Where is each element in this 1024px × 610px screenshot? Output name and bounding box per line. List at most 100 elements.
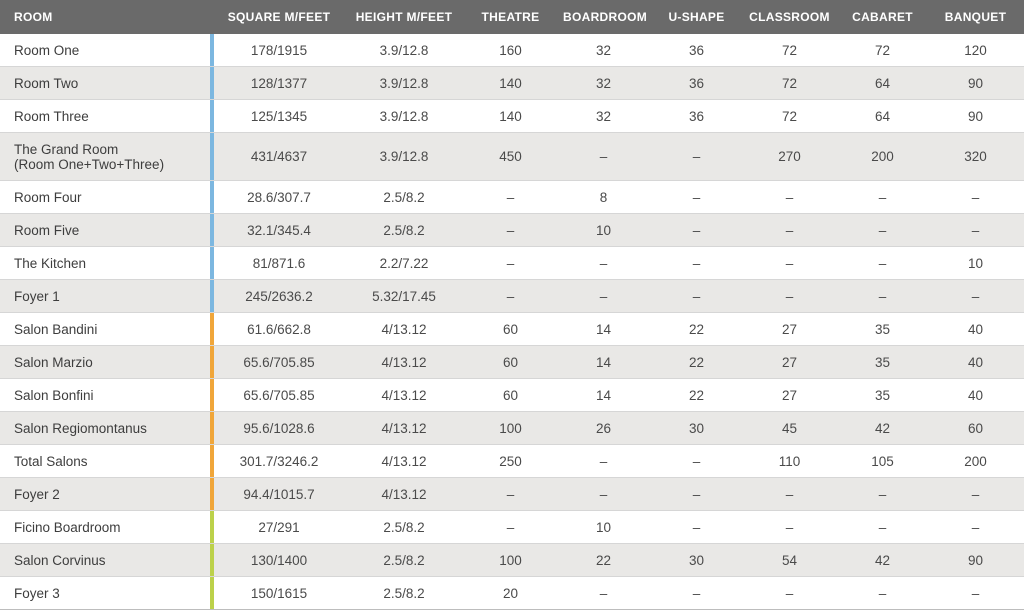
cell-ushape: 22 <box>650 346 743 379</box>
cell-room: Salon Regiomontanus <box>0 412 210 445</box>
cell-ushape: 22 <box>650 313 743 346</box>
table-row: Salon Regiomontanus95.6/1028.64/13.12100… <box>0 412 1024 445</box>
cell-ushape: – <box>650 181 743 214</box>
table-row: Ficino Boardroom27/2912.5/8.2–10––––– <box>0 511 1024 544</box>
cell-classroom: 54 <box>743 544 836 577</box>
cell-banquet: 120 <box>929 34 1022 67</box>
cell-cabaret: – <box>836 214 929 247</box>
table-row: Foyer 3150/16152.5/8.220–––––100 <box>0 577 1024 610</box>
cell-banquet: – <box>929 181 1022 214</box>
cell-boardroom: 32 <box>557 34 650 67</box>
cell-classroom: 27 <box>743 379 836 412</box>
cell-theatre: 140 <box>464 100 557 133</box>
cell-ushape: 30 <box>650 412 743 445</box>
cell-theatre: – <box>464 247 557 280</box>
cell-classroom: 72 <box>743 34 836 67</box>
cell-classroom: 72 <box>743 100 836 133</box>
cell-boardroom: – <box>557 247 650 280</box>
cell-classroom: – <box>743 280 836 313</box>
cell-height: 4/13.12 <box>344 478 464 511</box>
table-row: Salon Corvinus130/14002.5/8.210022305442… <box>0 544 1024 577</box>
cell-cabaret: 42 <box>836 412 929 445</box>
cell-banquet: 200 <box>929 445 1022 478</box>
cell-theatre: 160 <box>464 34 557 67</box>
cell-room: The Kitchen <box>0 247 210 280</box>
cell-cabaret: 35 <box>836 379 929 412</box>
cell-ushape: 22 <box>650 379 743 412</box>
cell-cabaret: – <box>836 478 929 511</box>
cell-room: Salon Bandini <box>0 313 210 346</box>
cell-height: 4/13.12 <box>344 379 464 412</box>
table-body: Room One178/19153.9/12.81603236727212017… <box>0 34 1024 610</box>
cell-banquet: – <box>929 511 1022 544</box>
cell-classroom: – <box>743 577 836 610</box>
cell-room: Room Five <box>0 214 210 247</box>
table-row: Room Four28.6/307.72.5/8.2–8––––– <box>0 181 1024 214</box>
cell-theatre: 20 <box>464 577 557 610</box>
cell-boardroom: – <box>557 577 650 610</box>
cell-ushape: – <box>650 280 743 313</box>
cell-classroom: 27 <box>743 313 836 346</box>
cell-height: 2.5/8.2 <box>344 181 464 214</box>
cell-cabaret: – <box>836 247 929 280</box>
cell-theatre: 60 <box>464 346 557 379</box>
cell-height: 5.32/17.45 <box>344 280 464 313</box>
cell-square: 61.6/662.8 <box>214 313 344 346</box>
table-row: Total Salons301.7/3246.24/13.12250––1101… <box>0 445 1024 478</box>
cell-banquet: 90 <box>929 544 1022 577</box>
cell-height: 4/13.12 <box>344 445 464 478</box>
cell-boardroom: 32 <box>557 67 650 100</box>
cell-banquet: 40 <box>929 313 1022 346</box>
cell-ushape: – <box>650 445 743 478</box>
cell-banquet: – <box>929 478 1022 511</box>
table-row: Salon Marzio65.6/705.854/13.126014222735… <box>0 346 1024 379</box>
cell-square: 245/2636.2 <box>214 280 344 313</box>
col-banquet: BANQUET <box>929 0 1022 34</box>
cell-cabaret: 42 <box>836 544 929 577</box>
table-row: Salon Bandini61.6/662.84/13.126014222735… <box>0 313 1024 346</box>
cell-banquet: – <box>929 577 1022 610</box>
table-row: Room Two128/13773.9/12.81403236726490150 <box>0 67 1024 100</box>
cell-room: Salon Bonfini <box>0 379 210 412</box>
cell-banquet: – <box>929 280 1022 313</box>
cell-cabaret: 35 <box>836 313 929 346</box>
cell-ushape: – <box>650 214 743 247</box>
cell-cabaret: – <box>836 280 929 313</box>
cell-ushape: 36 <box>650 100 743 133</box>
cell-cabaret: – <box>836 577 929 610</box>
cell-height: 3.9/12.8 <box>344 133 464 181</box>
cell-room: Salon Marzio <box>0 346 210 379</box>
cell-theatre: 140 <box>464 67 557 100</box>
col-height: HEIGHT M/FEET <box>344 0 464 34</box>
cell-cabaret: 64 <box>836 100 929 133</box>
cell-square: 130/1400 <box>214 544 344 577</box>
cell-room: The Grand Room (Room One+Two+Three) <box>0 133 210 181</box>
cell-square: 94.4/1015.7 <box>214 478 344 511</box>
cell-room: Foyer 3 <box>0 577 210 610</box>
cell-square: 178/1915 <box>214 34 344 67</box>
cell-boardroom: 32 <box>557 100 650 133</box>
cell-theatre: 100 <box>464 412 557 445</box>
cell-ushape: – <box>650 478 743 511</box>
cell-square: 150/1615 <box>214 577 344 610</box>
cell-ushape: – <box>650 511 743 544</box>
cell-ushape: – <box>650 577 743 610</box>
cell-theatre: 250 <box>464 445 557 478</box>
table-row: The Grand Room (Room One+Two+Three)431/4… <box>0 133 1024 181</box>
cell-banquet: 90 <box>929 67 1022 100</box>
cell-room: Foyer 2 <box>0 478 210 511</box>
cell-square: 65.6/705.85 <box>214 379 344 412</box>
cell-square: 128/1377 <box>214 67 344 100</box>
cell-boardroom: – <box>557 133 650 181</box>
cell-cabaret: 35 <box>836 346 929 379</box>
cell-cabaret: 64 <box>836 67 929 100</box>
table-row: Foyer 1245/2636.25.32/17.45––––––300 <box>0 280 1024 313</box>
cell-boardroom: 14 <box>557 346 650 379</box>
cell-room: Room One <box>0 34 210 67</box>
cell-height: 3.9/12.8 <box>344 34 464 67</box>
cell-theatre: 100 <box>464 544 557 577</box>
cell-banquet: 40 <box>929 346 1022 379</box>
col-cabaret: CABARET <box>836 0 929 34</box>
cell-room: Foyer 1 <box>0 280 210 313</box>
col-ushape: U-SHAPE <box>650 0 743 34</box>
